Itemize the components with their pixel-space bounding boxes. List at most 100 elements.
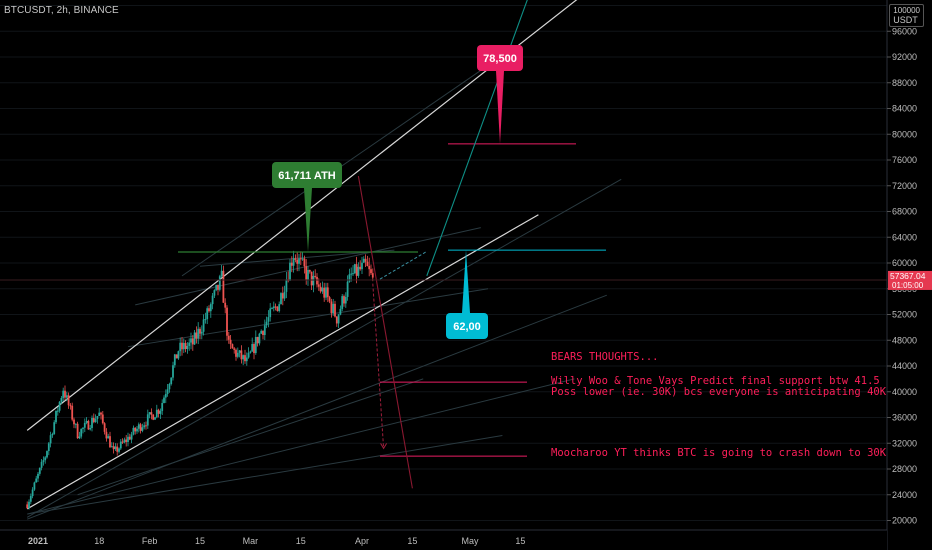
candle-body: [105, 431, 108, 439]
candle-body: [265, 321, 268, 326]
candle-body: [317, 284, 320, 287]
candle-body: [353, 264, 356, 274]
time-tick-label: 15: [195, 536, 205, 546]
currency-badge[interactable]: 100000 USDT: [889, 4, 924, 27]
candle-body: [370, 269, 372, 274]
candle-body: [53, 422, 56, 434]
candle-body: [188, 342, 191, 346]
candle-body: [254, 336, 257, 354]
trend-line: [127, 288, 489, 348]
candle-body: [58, 401, 61, 411]
time-tick-label: Feb: [142, 536, 158, 546]
candle-body: [312, 275, 315, 286]
candle-body: [335, 316, 338, 324]
candle-body: [197, 328, 200, 339]
candle-body: [127, 436, 129, 443]
trend-line: [27, 435, 503, 515]
time-tick-label: 15: [407, 536, 417, 546]
candle-body: [173, 354, 176, 366]
candle-body: [191, 338, 194, 345]
candle-body: [328, 297, 331, 302]
candles: [26, 250, 374, 510]
candle-body: [332, 303, 335, 313]
price-tick-label: 28000: [892, 464, 917, 474]
candle-body: [242, 355, 245, 360]
price-tick-label: 64000: [892, 232, 917, 242]
candle-body: [272, 306, 275, 309]
candle-body: [38, 467, 41, 474]
crash-arrow-head: [380, 443, 388, 450]
candle-body: [368, 266, 371, 270]
candle-body: [307, 269, 309, 280]
candle-body: [71, 405, 74, 420]
time-tick-label: Mar: [243, 536, 259, 546]
candle-body: [218, 276, 221, 290]
candle-body: [274, 306, 277, 308]
candle-body: [245, 357, 248, 362]
candle-body: [170, 377, 173, 384]
candle-body: [260, 330, 263, 334]
candle-body: [326, 287, 329, 298]
target-callout-label: 78,500: [483, 53, 517, 65]
candle-body: [134, 427, 137, 432]
candle-body: [78, 436, 81, 439]
candle-body: [29, 496, 32, 502]
price-tick-label: 88000: [892, 78, 917, 88]
candle-body: [83, 422, 86, 428]
trend-line: [181, 50, 510, 277]
candle-body: [217, 284, 219, 290]
candle-body: [215, 284, 218, 291]
candle-body: [240, 350, 243, 360]
candle-body: [224, 302, 227, 308]
price-tick-label: 60000: [892, 258, 917, 268]
candle-body: [74, 423, 77, 425]
target-callout: 78,500: [477, 45, 523, 144]
candle-body: [204, 319, 207, 321]
candle-body: [236, 352, 239, 357]
crash-line: [357, 176, 413, 489]
candle-body: [37, 473, 39, 479]
candle-body: [200, 331, 203, 334]
price-tick-label: 84000: [892, 104, 917, 114]
candle-body: [299, 258, 302, 260]
candle-body: [314, 275, 317, 277]
candle-body: [182, 342, 185, 350]
candle-body: [289, 262, 291, 281]
candle-body: [208, 308, 210, 312]
candle-body: [220, 270, 223, 277]
channel-lower-line: [26, 214, 539, 510]
candle-body: [184, 342, 187, 349]
time-tick-label: 15: [296, 536, 306, 546]
candle-body: [168, 383, 171, 390]
candle-body: [109, 436, 111, 448]
candle-body: [87, 420, 90, 430]
candle-body: [321, 287, 324, 292]
candle-body: [114, 446, 117, 450]
candle-body: [119, 441, 122, 449]
candle-body: [193, 332, 196, 345]
candle-body: [80, 428, 83, 437]
candle-body: [42, 460, 45, 462]
candle-body: [303, 258, 306, 267]
candle-body: [73, 419, 75, 425]
trend-line: [27, 378, 575, 515]
notes-line-1: Willy Woo & Tone Vays Predict final supp…: [551, 375, 925, 387]
candle-body: [44, 457, 47, 461]
ath-callout: 61,711 ATH: [272, 162, 342, 252]
candle-body: [55, 410, 57, 423]
candle-body: [341, 296, 344, 309]
candle-body: [100, 412, 102, 415]
candle-body: [364, 258, 367, 262]
candle-body: [157, 409, 160, 414]
candle-body: [146, 414, 149, 426]
projection-line-short: [379, 250, 428, 280]
candle-body: [179, 342, 182, 352]
candle-body: [28, 501, 30, 509]
candle-body: [199, 328, 201, 334]
candle-body: [26, 504, 29, 509]
candle-body: [60, 398, 63, 402]
candle-body: [143, 425, 146, 428]
candle-body: [186, 345, 189, 349]
candle-body: [283, 291, 286, 299]
